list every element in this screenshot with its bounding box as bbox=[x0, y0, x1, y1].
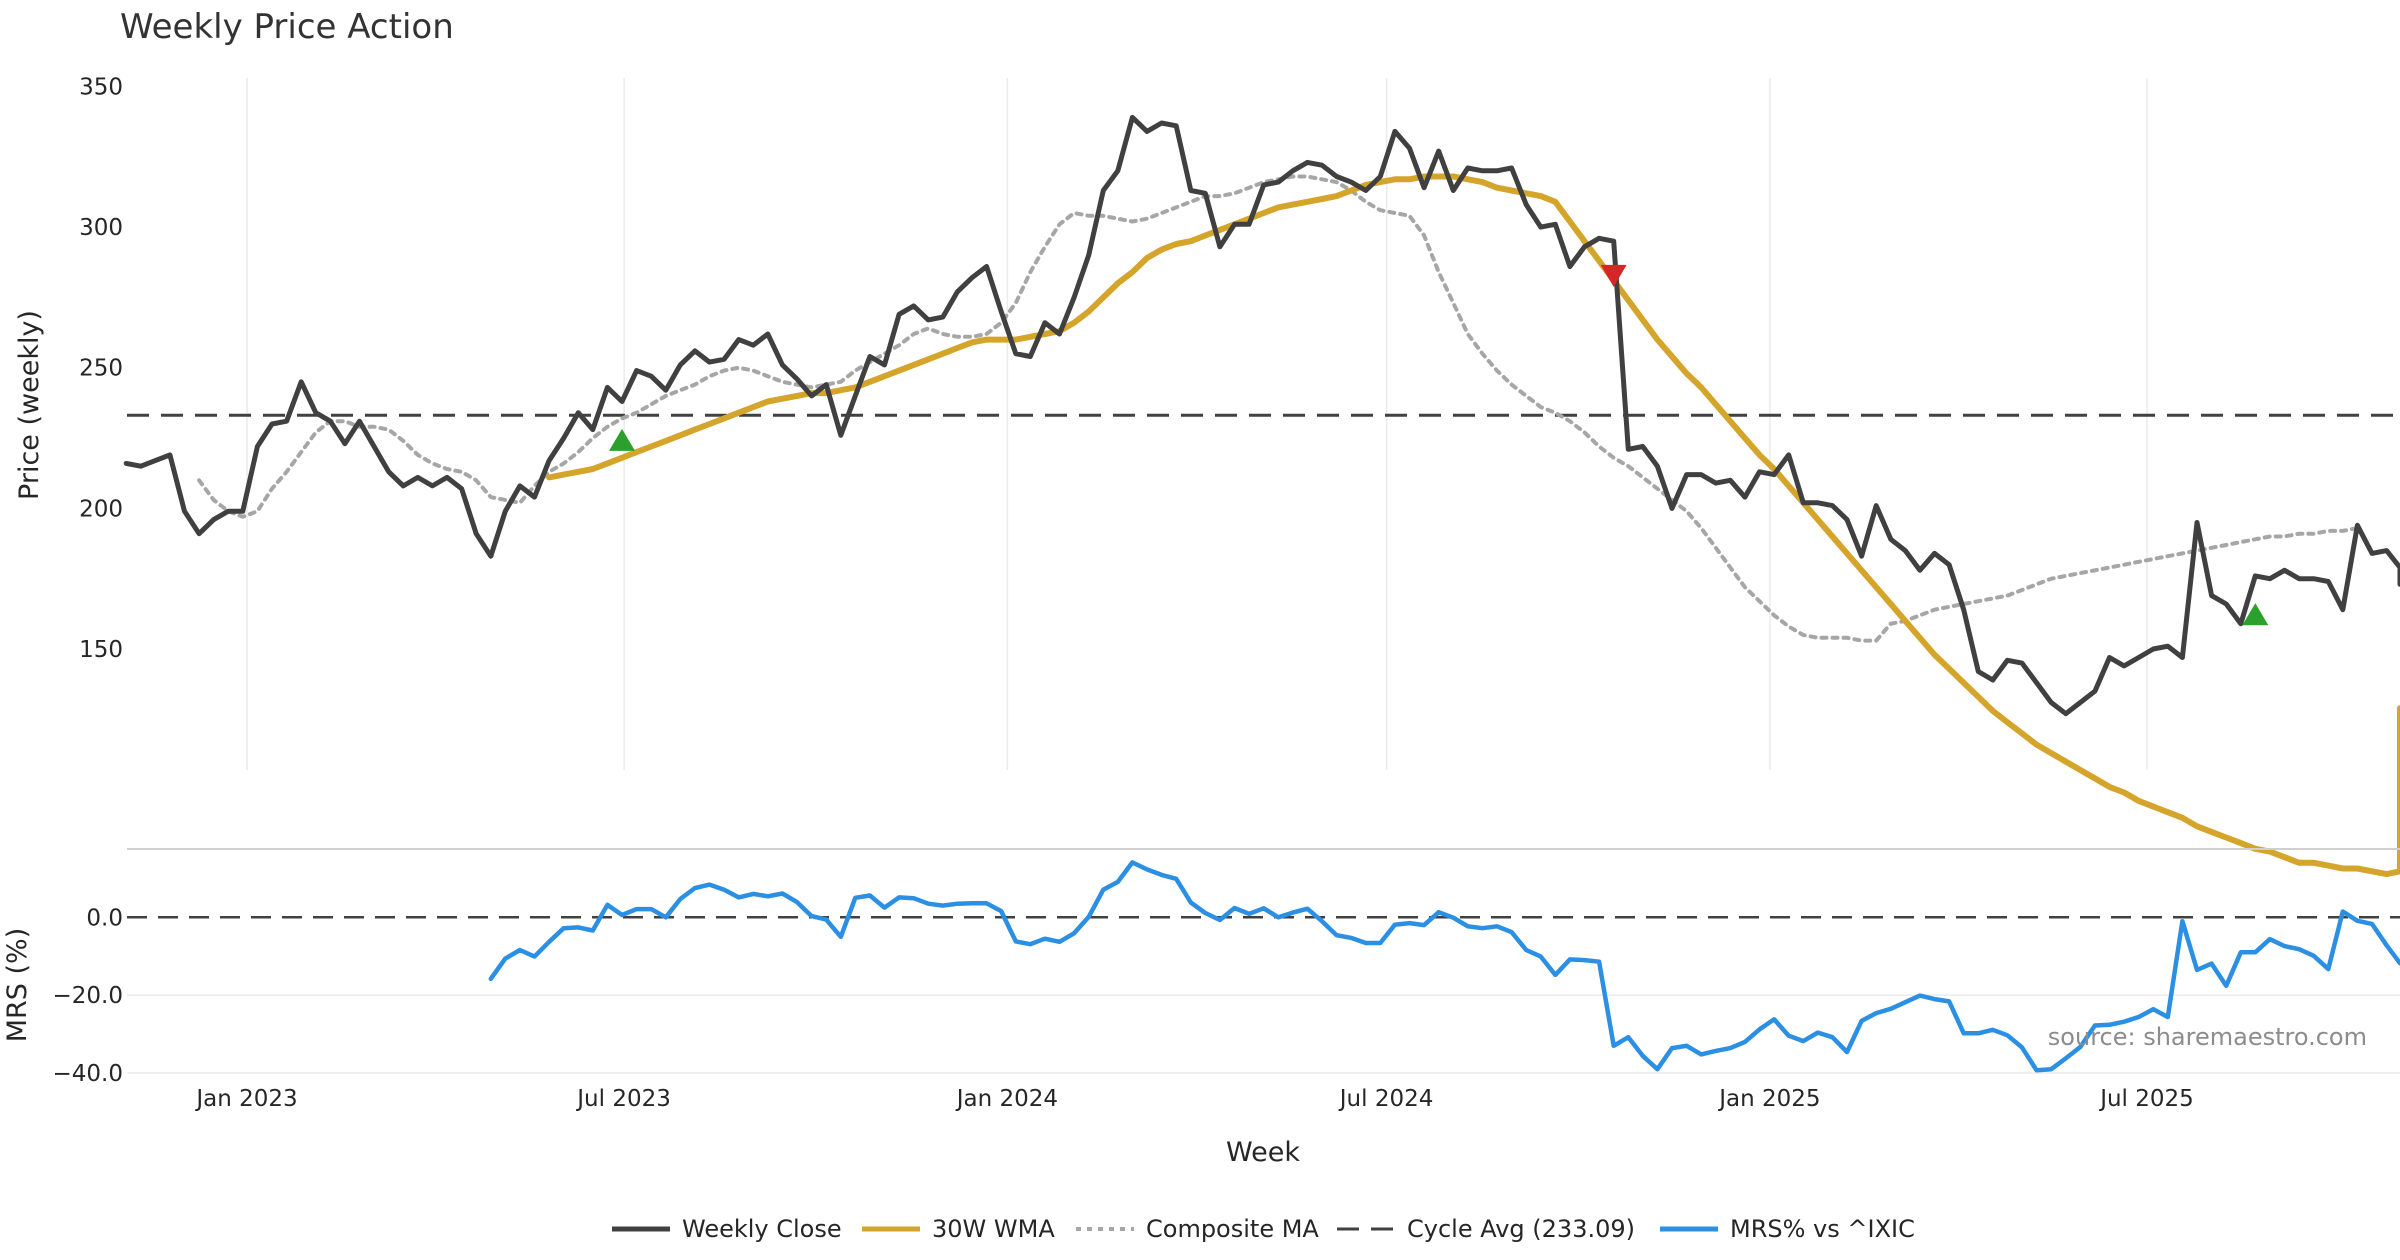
price-y-tick-label: 200 bbox=[79, 496, 123, 522]
mrs-y-tick-label: −20.0 bbox=[53, 983, 123, 1009]
mrs-series bbox=[488, 860, 2400, 1073]
x-tick-label: Jan 2024 bbox=[955, 1086, 1058, 1112]
legend: Weekly Close 30W WMA Composite MA Cycle Avg… bbox=[612, 1215, 1915, 1243]
price-y-tick-label: 300 bbox=[79, 215, 123, 241]
mrs-gridlines bbox=[127, 994, 2400, 1074]
legend-label: 30W WMA bbox=[932, 1215, 1055, 1243]
legend-label: MRS% vs ^IXIC bbox=[1730, 1215, 1915, 1243]
price-gridlines bbox=[246, 78, 2148, 770]
mrs-y-axis-label: MRS (%) bbox=[2, 928, 33, 1043]
sell-signal-marker bbox=[1600, 264, 1627, 287]
series-30w-wma bbox=[546, 173, 2400, 878]
legend-label: Composite MA bbox=[1146, 1215, 1319, 1243]
x-tick-label: Jul 2025 bbox=[2098, 1086, 2194, 1112]
series-weekly-close bbox=[123, 114, 2400, 717]
mrs-panel: 0.0 −20.0 −40.0 MRS (%) source: sharemaest… bbox=[2, 860, 2400, 1087]
buy-signal-marker bbox=[609, 428, 635, 451]
signal-markers bbox=[609, 264, 2269, 626]
price-y-tick-label: 250 bbox=[79, 356, 123, 382]
mrs-y-axis-ticks: 0.0 −20.0 −40.0 bbox=[53, 905, 123, 1087]
price-y-axis-label: Price (weekly) bbox=[14, 310, 45, 500]
legend-label: Weekly Close bbox=[682, 1215, 842, 1243]
x-tick-label: Jul 2023 bbox=[575, 1086, 671, 1112]
price-panel: 150 200 250 300 350 Price (weekly) bbox=[14, 74, 2400, 878]
series-composite-ma bbox=[197, 174, 2360, 643]
mrs-y-tick-label: −40.0 bbox=[53, 1061, 123, 1087]
x-tick-label: Jan 2023 bbox=[194, 1086, 297, 1112]
x-axis-label: Week bbox=[1226, 1137, 1300, 1168]
price-y-tick-label: 350 bbox=[79, 74, 123, 100]
source-note: source: sharemaestro.com bbox=[2048, 1023, 2367, 1051]
chart-title: Weekly Price Action bbox=[120, 7, 454, 47]
series-mrs-vs-ixic bbox=[488, 860, 2400, 1073]
x-tick-label: Jan 2025 bbox=[1717, 1086, 1820, 1112]
price-series bbox=[123, 114, 2400, 878]
legend-label: Cycle Avg (233.09) bbox=[1407, 1215, 1635, 1243]
mrs-y-tick-label: 0.0 bbox=[86, 905, 123, 931]
x-axis-ticks: Jan 2023 Jul 2023 Jan 2024 Jul 2024 Jan 2025… bbox=[194, 1086, 2193, 1112]
price-y-axis-ticks: 150 200 250 300 350 bbox=[79, 74, 123, 663]
x-tick-label: Jul 2024 bbox=[1338, 1086, 1434, 1112]
buy-signal-marker bbox=[2242, 603, 2269, 626]
price-y-tick-label: 150 bbox=[79, 637, 123, 663]
